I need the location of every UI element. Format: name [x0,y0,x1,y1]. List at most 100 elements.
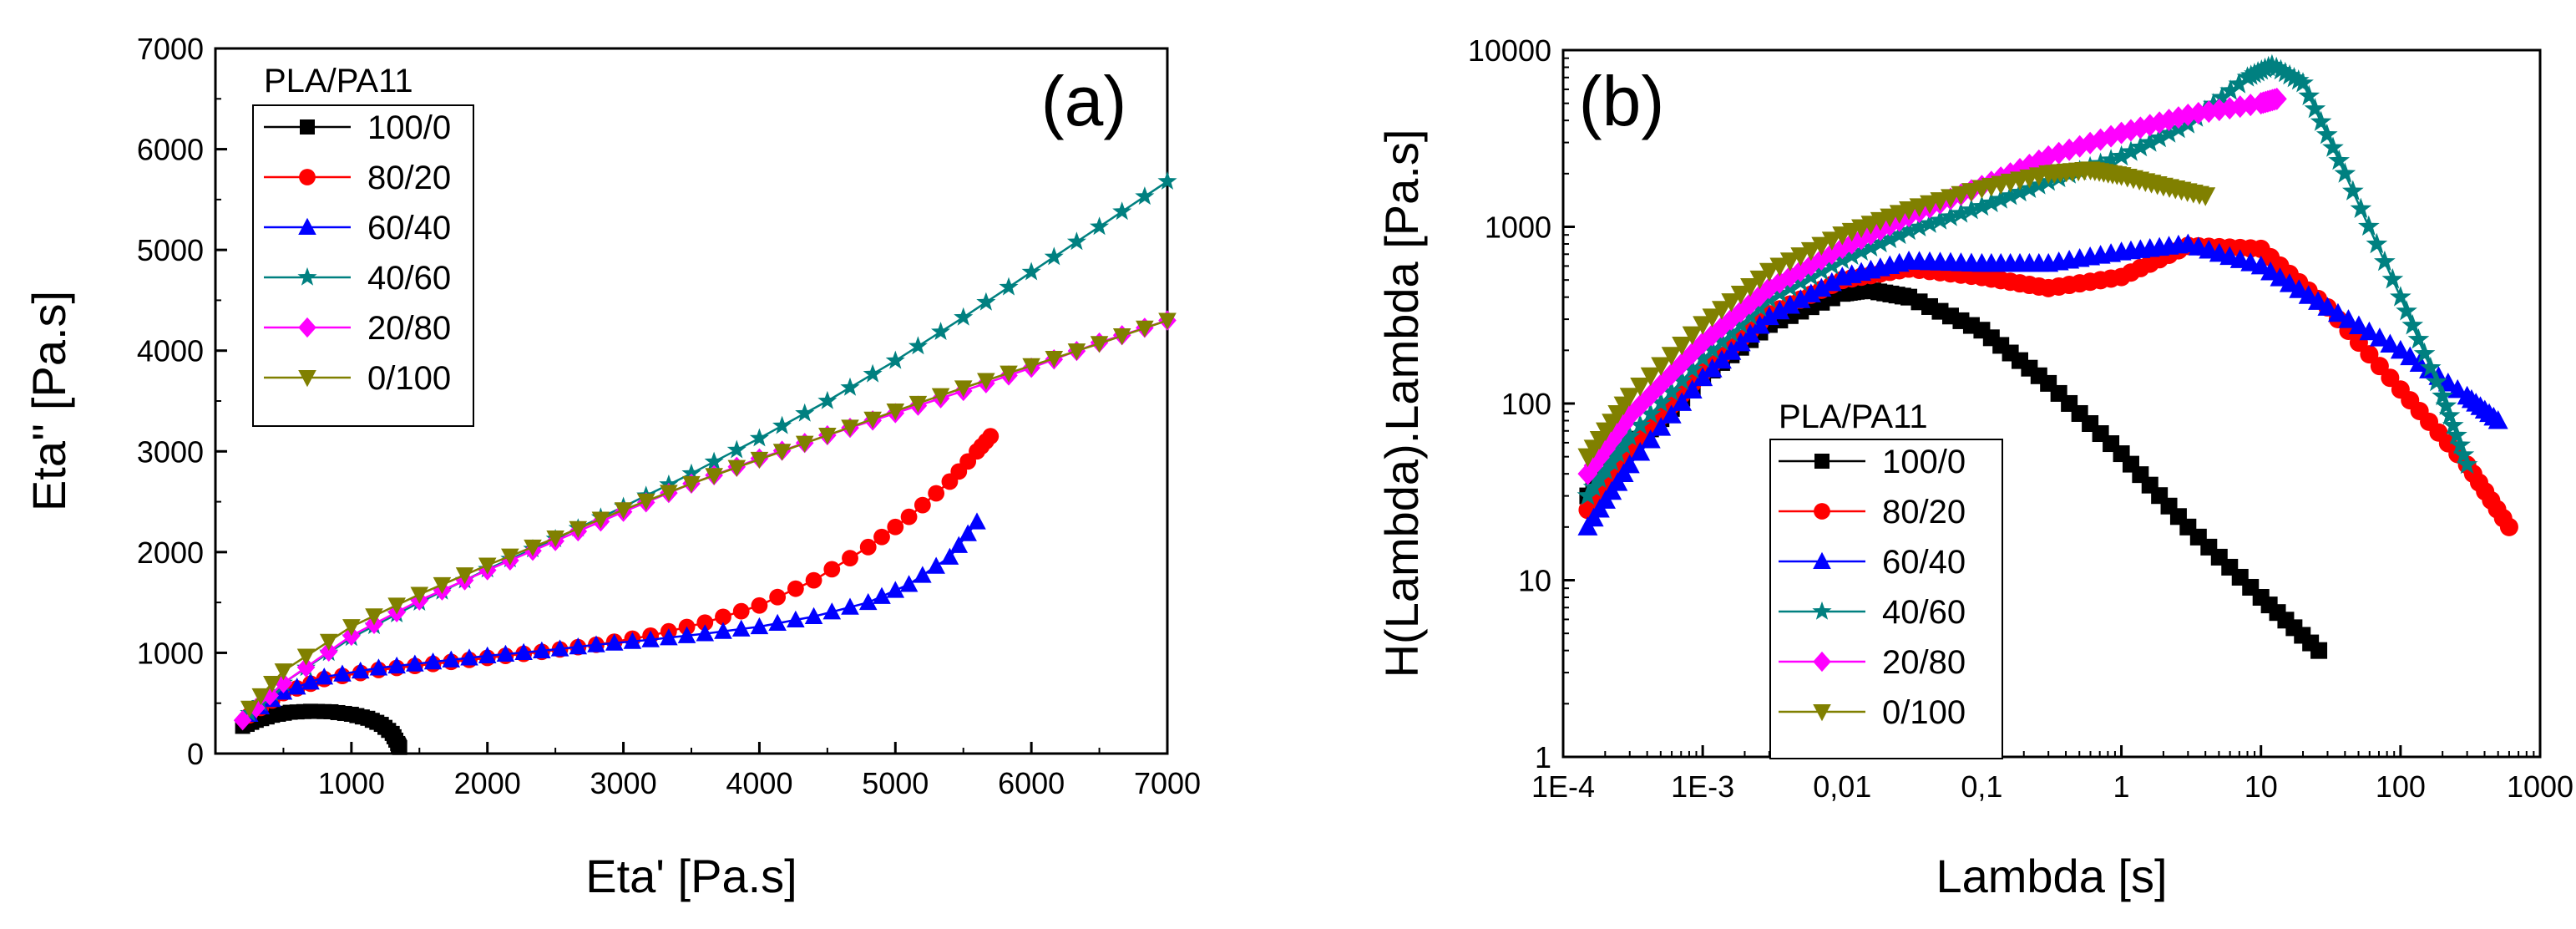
legend-marker [298,317,316,338]
legend-marker [1813,551,1831,569]
legend-label: 40/60 [1882,594,1966,631]
x-axis-ticks-b: 1E-4 1E-3 0,01 0,1 1 10 100 1000 [1531,745,2573,804]
data-point [1651,417,1672,436]
data-point [886,581,905,598]
data-point [1112,328,1131,346]
y-tick-label: 1 [1535,740,1551,774]
data-point [455,567,474,585]
data-point [1769,300,1790,320]
y-tick-label: 6000 [137,133,204,167]
data-point [859,538,877,556]
data-point [931,388,950,405]
data-point [2452,444,2475,464]
data-point [251,688,271,706]
data-point [2199,100,2219,124]
panel-a: 1000 2000 3000 4000 5000 6000 7000 0 1000 2000 30… [23,32,1201,902]
data-point [1692,347,1713,368]
data-point [858,592,878,611]
data-point [772,444,792,461]
data-point [976,292,996,311]
legend-label: 60/40 [1882,544,1966,581]
data-point [533,641,551,659]
data-point [569,637,588,655]
data-point [1779,252,1800,272]
data-point [769,588,787,606]
series-0-100 [1577,161,2216,468]
data-point [2499,517,2518,536]
data-point [2370,357,2389,376]
legend-marker [1813,651,1831,673]
data-point [817,390,838,409]
data-point [2148,126,2170,148]
data-point [1840,244,1863,265]
data-point [772,415,792,434]
data-point [886,404,905,421]
data-point [1066,231,1086,251]
data-point [1898,219,1920,241]
data-point [2158,122,2180,143]
data-point [887,518,904,536]
data-point [1000,365,1018,383]
y-axis-title-a: Eta'' [Pa.s] [23,291,75,511]
data-point [2456,453,2478,475]
data-point [2260,261,2281,281]
data-point [2120,140,2142,161]
data-point [873,586,891,604]
data-point [423,652,443,670]
data-point [1929,209,1951,230]
panel-label-b: (b) [1579,62,1665,140]
data-point [899,575,919,592]
data-point [1990,188,2012,209]
data-point [1811,277,1832,297]
data-point [342,619,361,637]
x-tick-label: 1E-4 [1531,769,1595,804]
data-point [954,307,974,326]
data-point [818,427,837,445]
data-point [2369,327,2390,347]
data-point [2304,98,2326,119]
data-point [1044,246,1064,266]
data-point [795,403,815,422]
data-point [1749,270,1770,290]
data-point [1729,312,1752,334]
legend-marker [1814,454,1830,469]
data-point [913,496,931,514]
y-tick-label: 2000 [137,536,204,570]
data-point [1619,388,1640,407]
legend-label: 80/20 [1882,494,1966,530]
data-point [2438,404,2461,425]
data-point [2420,356,2442,378]
data-point [1908,216,1931,236]
data-point [927,556,945,574]
x-axis-title-b: Lambda [s] [1936,850,2167,902]
data-point [804,607,823,625]
data-point [787,580,804,597]
data-point [1721,293,1742,312]
data-point [2328,149,2350,170]
data-point [959,524,977,541]
data-point [726,439,746,459]
data-point [1157,171,1177,190]
data-point [1661,404,1682,424]
data-point [2279,273,2300,292]
data-point [863,363,883,383]
data-point [365,608,383,626]
data-point [731,619,751,637]
x-tick-label: 0,1 [1961,769,2002,804]
data-point [1790,247,1811,267]
data-point [660,628,678,646]
data-point [315,668,334,685]
legend-label: 100/0 [1882,444,1966,480]
data-point [2298,84,2320,105]
data-point [2310,642,2328,659]
data-point [623,632,642,649]
data-point [1682,379,1703,399]
x-axis-title-a: Eta' [Pa.s] [585,850,797,902]
series-line [249,520,978,716]
data-point [442,650,461,668]
data-point [2219,79,2241,100]
data-point [2435,394,2457,415]
x-tick-label: 1E-3 [1671,769,1734,804]
data-point [2334,162,2356,183]
